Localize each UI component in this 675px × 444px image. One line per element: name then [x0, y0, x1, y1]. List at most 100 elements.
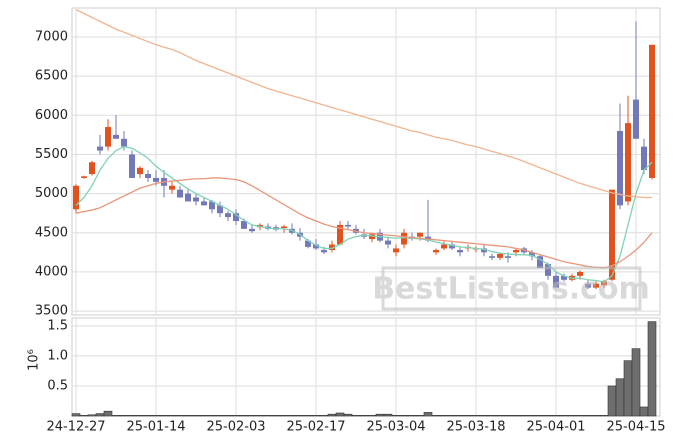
- volume-bar: [223, 415, 233, 417]
- volume-bar: [263, 415, 273, 417]
- volume-bar: [471, 415, 481, 417]
- volume-bar: [415, 415, 425, 417]
- volume-bar: [207, 415, 217, 417]
- candle-body: [585, 283, 591, 288]
- candle-body: [337, 224, 343, 245]
- candle-body: [105, 127, 111, 147]
- volume-bar: [111, 415, 121, 417]
- y-tick-label: 4000: [35, 264, 68, 279]
- x-tick-label: 25-02-03: [206, 420, 265, 435]
- candle-body: [113, 134, 119, 139]
- candle-body: [233, 213, 239, 222]
- volume-bar: [143, 415, 153, 417]
- y-tick-label: 3500: [35, 304, 68, 319]
- candle-body: [225, 213, 231, 218]
- volume-bar: [183, 415, 193, 417]
- candle-body: [329, 244, 335, 250]
- volume-bar: [407, 415, 417, 417]
- volume-bar: [359, 415, 369, 417]
- candle-body: [577, 271, 583, 276]
- watermark-frame: [381, 266, 642, 311]
- candle-body: [185, 193, 191, 202]
- volume-bar: [375, 413, 385, 417]
- candle-body: [305, 240, 311, 247]
- candle-body: [169, 185, 175, 190]
- candle-body: [241, 221, 247, 229]
- candle-body: [593, 283, 599, 288]
- candle-body: [649, 44, 655, 178]
- volume-bar: [567, 415, 577, 417]
- candle-body: [441, 244, 447, 249]
- y-tick-label: 6500: [35, 69, 68, 84]
- volume-tick-label: 1.0: [47, 348, 68, 363]
- volume-bar: [631, 348, 641, 417]
- volume-bar: [511, 415, 521, 417]
- volume-bar: [439, 415, 449, 417]
- candle-body: [489, 256, 495, 258]
- candle-body: [641, 146, 647, 171]
- volume-bar: [119, 415, 129, 417]
- volume-bar: [311, 415, 321, 417]
- candle-body: [417, 232, 423, 237]
- volume-panel: [71, 317, 661, 417]
- candle-body: [457, 249, 463, 253]
- volume-bar: [591, 415, 601, 417]
- volume-bar: [599, 415, 609, 417]
- volume-bar: [255, 415, 265, 417]
- volume-bar: [583, 415, 593, 417]
- candle-body: [217, 205, 223, 214]
- candle-body: [153, 177, 159, 182]
- candle-body: [545, 264, 551, 276]
- volume-bar: [623, 360, 633, 417]
- volume-bar: [423, 412, 433, 417]
- volume-bar: [287, 415, 297, 417]
- volume-bar: [87, 414, 97, 417]
- volume-bar: [351, 415, 361, 417]
- volume-bar: [639, 406, 649, 417]
- x-tick-label: 25-04-01: [526, 420, 585, 435]
- volume-bar: [455, 415, 465, 417]
- candle-body: [249, 228, 255, 232]
- volume-bar: [303, 415, 313, 417]
- volume-bar: [343, 413, 353, 417]
- volume-bar: [535, 415, 545, 417]
- candle-body: [497, 253, 503, 258]
- volume-bar: [279, 415, 289, 417]
- watermark-box: BestListens.com: [372, 266, 650, 311]
- candle-body: [129, 154, 135, 178]
- volume-bar: [215, 415, 225, 417]
- marks: [71, 8, 657, 417]
- volume-bar: [127, 415, 137, 417]
- volume-bar: [231, 415, 241, 417]
- moving-average-line: [75, 177, 653, 269]
- candle-body: [97, 146, 103, 151]
- candle-body: [369, 234, 375, 240]
- candle-body: [81, 176, 87, 178]
- x-tick-label: 25-04-15: [606, 420, 665, 435]
- candle-body: [313, 244, 319, 249]
- candle-body: [561, 275, 567, 280]
- watermark: BestListens.com: [372, 272, 650, 307]
- y-tick-label: 4500: [35, 225, 68, 240]
- candle-body: [393, 248, 399, 253]
- candle-body: [617, 130, 623, 206]
- volume-bar: [191, 415, 201, 417]
- volume-bar: [383, 413, 393, 417]
- volume-bar: [527, 415, 537, 417]
- candle-body: [433, 249, 439, 253]
- candle-body: [73, 185, 79, 210]
- volume-bar: [391, 415, 401, 417]
- volume-tick-label: 0.5: [47, 378, 68, 393]
- volume-bar: [175, 415, 185, 417]
- volume-bar: [95, 413, 105, 417]
- volume-bar: [151, 415, 161, 417]
- volume-bar: [247, 415, 257, 417]
- volume-bar: [199, 415, 209, 417]
- moving-average-line: [75, 8, 652, 199]
- volume-bar: [519, 415, 529, 417]
- candle-body: [529, 252, 535, 257]
- volume-bar: [575, 415, 585, 417]
- volume-bar: [463, 415, 473, 417]
- volume-scale-label: 10⁶: [27, 349, 42, 371]
- volume-bar: [487, 415, 497, 417]
